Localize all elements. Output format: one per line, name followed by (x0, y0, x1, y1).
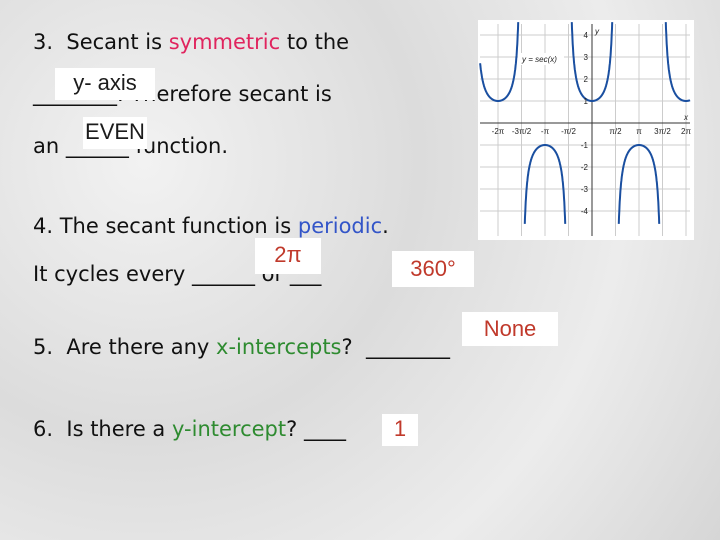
secant-branch (523, 144, 567, 224)
answer-box: 2π (255, 238, 321, 274)
y-tick-label: 4 (584, 31, 589, 40)
secant-branch (617, 144, 661, 224)
item4-line2: It cycles every ______ or ___ (33, 262, 322, 286)
y-axis-label: y (594, 27, 600, 36)
x-tick-label: -3π/2 (512, 127, 532, 136)
keyword: symmetric (168, 30, 281, 54)
y-tick-label: 2 (584, 75, 589, 84)
text: 6. Is there a (33, 417, 172, 441)
function-label: y = sec(x) (521, 55, 557, 64)
curves (479, 22, 691, 224)
y-tick-label: -4 (581, 207, 589, 216)
item4-line1: 4. The secant function is periodic. (33, 214, 389, 238)
keyword: x-intercepts (216, 335, 342, 359)
x-axis-label: x (683, 113, 689, 122)
text: 4. The secant function is (33, 214, 298, 238)
item6-line: 6. Is there a y-intercept? ____ (33, 417, 346, 441)
secant-branch (664, 22, 691, 102)
label-bg (518, 53, 564, 65)
text: 5. Are there any (33, 335, 217, 359)
text: ? ____ (286, 417, 346, 441)
answer-box: EVEN (83, 117, 147, 149)
y-tick-label: -1 (581, 141, 589, 150)
answer-box: 1 (382, 414, 418, 446)
secant-branch (570, 22, 614, 102)
x-tick-label: -π/2 (561, 127, 576, 136)
secant-graph: y = sec(x) x y -2π -3π/2 -π -π/2 π/2 π 3π/2 2π 4… (478, 20, 694, 240)
text: ? ________ (341, 335, 451, 359)
x-tick-label: π (636, 127, 642, 136)
text: 3. Secant is (33, 30, 169, 54)
y-tick-label: -2 (581, 163, 589, 172)
tick-labels: -2π -3π/2 -π -π/2 π/2 π 3π/2 2π 4 3 2 1 -1 -2 -3 -4 (492, 31, 692, 216)
grid (480, 24, 690, 236)
item5-line: 5. Are there any x-intercepts? ________ (33, 335, 450, 359)
answer-box: 360° (392, 251, 474, 287)
y-tick-label: -3 (581, 185, 589, 194)
x-tick-label: 3π/2 (654, 127, 671, 136)
secant-branch (479, 22, 520, 102)
text: to the (280, 30, 350, 54)
y-tick-label: 1 (584, 97, 589, 106)
x-tick-label: -2π (492, 127, 505, 136)
answer-box: y- axis (55, 68, 155, 100)
text: . (382, 214, 389, 238)
answer-box: None (462, 312, 558, 346)
x-tick-label: -π (541, 127, 550, 136)
x-tick-label: π/2 (609, 127, 622, 136)
item3-line1: 3. Secant is symmetric to the (33, 30, 349, 54)
keyword: y-intercept (171, 417, 287, 441)
x-tick-label: 2π (681, 127, 691, 136)
y-tick-label: 3 (584, 53, 589, 62)
keyword: periodic (297, 214, 383, 238)
